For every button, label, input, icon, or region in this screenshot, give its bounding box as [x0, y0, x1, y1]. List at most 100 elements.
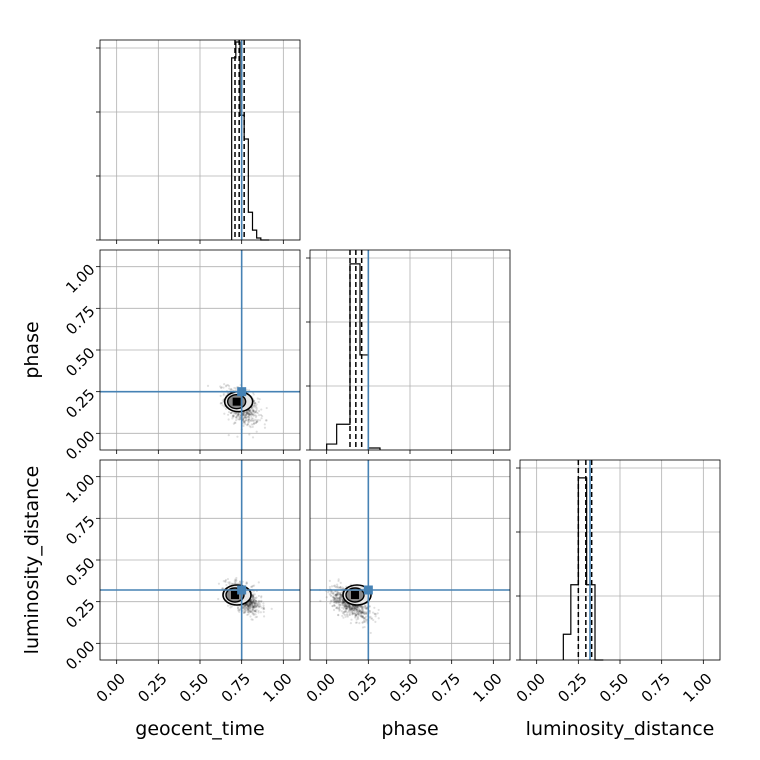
- sample-point: [254, 599, 258, 602]
- sample-point: [250, 618, 253, 621]
- sample-point: [247, 607, 250, 610]
- sample-point: [338, 595, 342, 599]
- sample-point: [333, 593, 336, 596]
- sample-point: [242, 418, 245, 421]
- sample-point: [356, 608, 359, 611]
- sample-point: [244, 415, 247, 418]
- sample-point: [235, 416, 238, 419]
- sample-point: [248, 410, 251, 413]
- sample-point: [242, 611, 245, 614]
- sample-point: [243, 416, 247, 419]
- sample-point: [356, 607, 360, 610]
- sample-point: [354, 614, 357, 617]
- sample-point: [342, 612, 345, 615]
- sample-point: [230, 388, 233, 391]
- sample-point: [254, 410, 257, 414]
- sample-point: [254, 616, 257, 619]
- sample-point: [339, 600, 342, 603]
- sample-point: [357, 613, 361, 616]
- sample-point: [245, 388, 248, 391]
- sample-point: [219, 385, 222, 388]
- sample-point: [360, 616, 363, 619]
- sample-point: [252, 598, 256, 601]
- x-tick-label: 0.75: [428, 670, 464, 706]
- sample-point: [230, 582, 233, 585]
- sample-point: [252, 597, 255, 600]
- sample-point: [350, 610, 353, 613]
- sample-point: [350, 608, 353, 611]
- sample-point: [361, 608, 365, 611]
- sample-point: [335, 600, 338, 603]
- sample-point: [234, 578, 237, 581]
- sample-point: [243, 416, 246, 420]
- sample-point: [253, 403, 256, 406]
- sample-point: [231, 417, 234, 420]
- sample-point: [345, 602, 348, 606]
- sample-point: [250, 600, 253, 604]
- sample-point: [332, 584, 335, 588]
- sample-point: [364, 615, 367, 619]
- sample-point: [257, 605, 261, 608]
- sample-point: [364, 604, 367, 607]
- sample-point: [242, 412, 246, 415]
- sample-point: [377, 617, 380, 620]
- sample-point: [252, 423, 255, 426]
- sample-point: [227, 413, 230, 416]
- sample-point: [345, 613, 348, 616]
- sample-point: [344, 607, 348, 610]
- sample-point: [252, 408, 255, 411]
- sample-point: [243, 605, 247, 608]
- sample-point: [237, 607, 240, 610]
- sample-point: [338, 605, 341, 608]
- sample-point: [238, 608, 242, 612]
- sample-point: [373, 606, 376, 609]
- sample-point: [363, 617, 367, 620]
- sample-point: [231, 414, 235, 417]
- sample-point: [223, 383, 226, 386]
- sample-point: [363, 620, 366, 623]
- sample-point: [246, 606, 249, 610]
- sample-point: [346, 605, 350, 608]
- sample-point: [264, 419, 268, 422]
- sample-point: [251, 613, 254, 616]
- sample-point: [361, 606, 364, 609]
- sample-point: [327, 591, 330, 594]
- sample-point: [224, 579, 227, 583]
- sample-point: [252, 419, 255, 423]
- sample-point: [262, 606, 265, 609]
- sample-point: [248, 603, 252, 606]
- y-tick-label: 0.50: [62, 344, 98, 380]
- sample-point: [251, 408, 254, 412]
- sample-point: [340, 596, 344, 600]
- sample-point: [257, 600, 260, 603]
- sample-point: [361, 615, 364, 618]
- sample-point: [364, 605, 367, 609]
- sample-point: [258, 414, 261, 417]
- sample-point: [356, 606, 359, 609]
- sample-point: [229, 606, 232, 609]
- sample-point: [246, 608, 249, 612]
- sample-point: [250, 410, 253, 414]
- sample-point: [248, 413, 251, 416]
- sample-point: [357, 607, 361, 610]
- sample-point: [255, 601, 258, 604]
- sample-point: [252, 613, 255, 617]
- sample-point: [338, 595, 341, 598]
- sample-point: [238, 417, 242, 421]
- sample-point: [353, 608, 356, 611]
- sample-point: [348, 610, 351, 613]
- sample-point: [246, 603, 249, 606]
- sample-point: [247, 412, 250, 416]
- sample-point: [244, 608, 247, 612]
- sample-point: [334, 594, 337, 597]
- sample-point: [232, 414, 235, 417]
- sample-point: [341, 603, 344, 607]
- sample-point: [237, 412, 241, 416]
- sample-point: [250, 601, 253, 604]
- sample-point: [353, 606, 356, 609]
- sample-point: [342, 601, 345, 604]
- sample-point: [250, 585, 253, 588]
- sample-point: [254, 600, 258, 603]
- sample-point: [235, 578, 238, 581]
- sample-point: [343, 601, 346, 604]
